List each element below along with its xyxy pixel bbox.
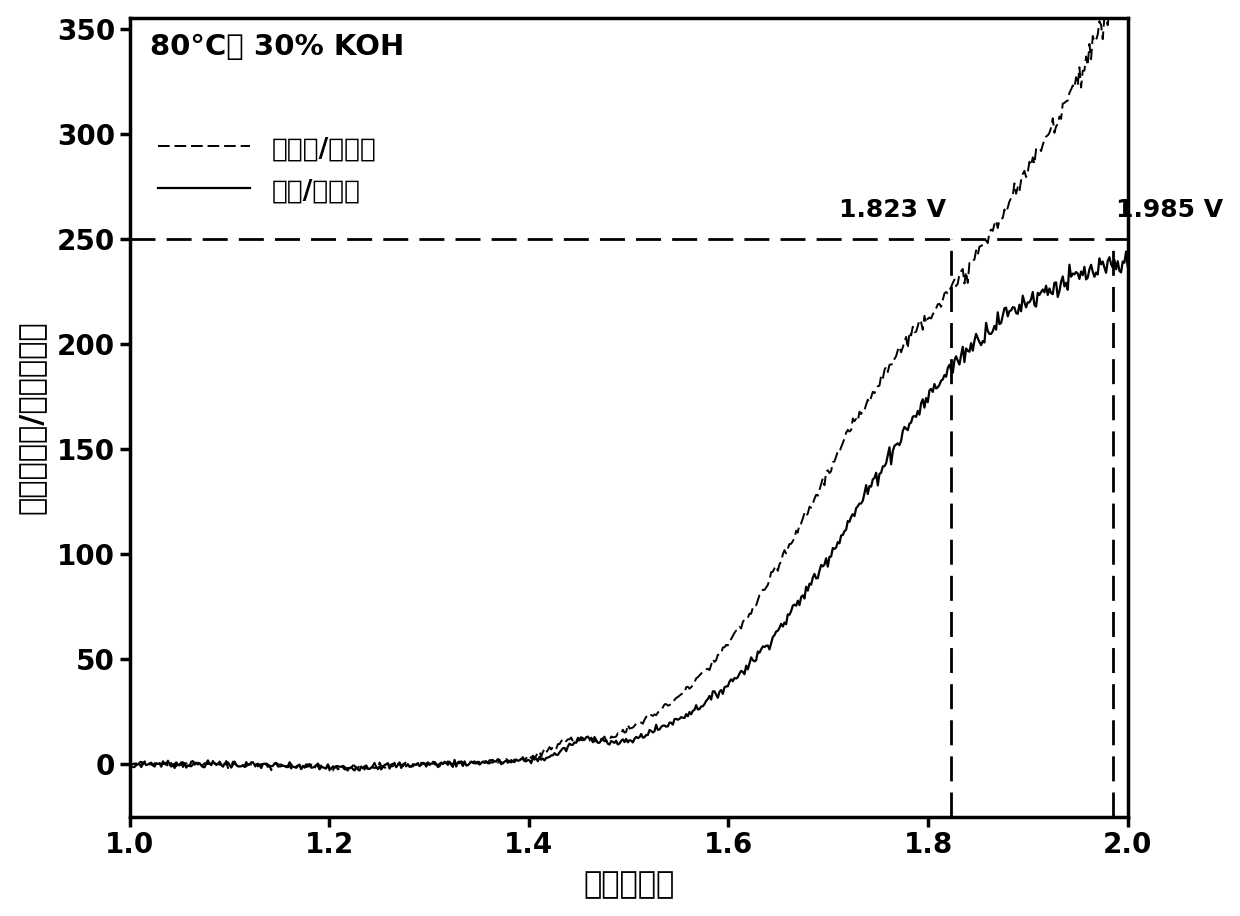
镍网/雷尼镍 <box>123 756 138 767</box>
Line: 镍铁网/雷尼镍: 镍铁网/雷尼镍 <box>130 0 1127 770</box>
镍网/雷尼镍 <box>1120 261 1135 272</box>
镍网/雷尼镍 <box>712 686 727 697</box>
镍铁网/雷尼镍 <box>341 765 356 776</box>
镍网/雷尼镍 <box>875 461 890 472</box>
镍铁网/雷尼镍 <box>790 527 805 538</box>
镍铁网/雷尼镍 <box>299 761 314 772</box>
X-axis label: 电压（伏）: 电压（伏） <box>583 870 675 900</box>
镍铁网/雷尼镍 <box>575 735 590 746</box>
Text: 1.823 V: 1.823 V <box>839 198 946 223</box>
Legend: 镍铁网/雷尼镍, 镍网/雷尼镍: 镍铁网/雷尼镍, 镍网/雷尼镍 <box>157 136 376 205</box>
镍铁网/雷尼镍 <box>875 374 890 385</box>
镍铁网/雷尼镍 <box>123 758 138 769</box>
镍网/雷尼镍 <box>575 733 590 744</box>
镍网/雷尼镍 <box>790 595 805 606</box>
镍网/雷尼镍 <box>299 758 314 769</box>
镍网/雷尼镍 <box>352 765 367 776</box>
Text: 80°C， 30% KOH: 80°C， 30% KOH <box>150 33 404 61</box>
镍网/雷尼镍 <box>381 758 396 769</box>
Line: 镍网/雷尼镍: 镍网/雷尼镍 <box>130 252 1127 770</box>
镍网/雷尼镍 <box>1118 246 1133 257</box>
Text: 1.985 V: 1.985 V <box>1116 198 1223 223</box>
镍铁网/雷尼镍 <box>712 649 727 660</box>
镍铁网/雷尼镍 <box>381 758 396 769</box>
Y-axis label: 电流（毫安/平方厘米）: 电流（毫安/平方厘米） <box>16 321 46 514</box>
